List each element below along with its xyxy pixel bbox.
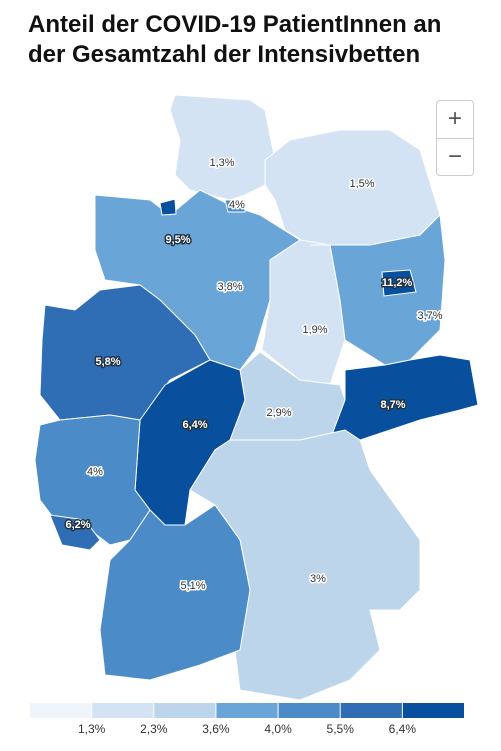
region — [34, 414, 151, 546]
legend-label: 2,3% — [140, 722, 168, 736]
legend-label: 3,6% — [202, 722, 230, 736]
region-label: 4% — [229, 199, 245, 211]
zoom-out[interactable]: − — [437, 138, 473, 176]
legend-swatch — [154, 703, 216, 718]
legend: 1,3% 2,3% 3,6% 4,0% 5,5% 6,4% — [30, 703, 464, 736]
region — [99, 504, 251, 681]
region-label: 3,8% — [217, 281, 242, 293]
legend-swatch — [340, 703, 402, 718]
title: Anteil der COVID-19 PatientInnen an der … — [28, 11, 442, 68]
region — [381, 269, 417, 297]
legend-label: 6,4% — [389, 722, 417, 736]
region-label: 6,2% — [65, 519, 90, 531]
legend-swatch — [278, 703, 340, 718]
region — [94, 189, 301, 371]
region — [310, 213, 446, 366]
region-label: 1,9% — [302, 324, 327, 336]
region-label: 6,4% — [182, 419, 207, 431]
region-label: 3% — [310, 573, 326, 585]
legend-swatch — [216, 703, 278, 718]
legend-swatch — [30, 703, 92, 718]
region-label: 3,7% — [417, 310, 442, 322]
region-label: 8,7% — [380, 399, 405, 411]
region-label: 5,1% — [180, 580, 205, 592]
region-label: 1,3% — [209, 157, 234, 169]
zoom-control: + − — [436, 100, 474, 176]
legend-label: 5,5% — [327, 722, 355, 736]
region — [49, 514, 101, 551]
legend-swatch — [92, 703, 154, 718]
region — [261, 239, 346, 386]
region-label: 4% — [87, 466, 103, 478]
region-label: 1,5% — [349, 178, 374, 190]
region — [224, 199, 246, 213]
region — [169, 94, 276, 201]
region-label: 11,2% — [382, 277, 413, 289]
region-label: 5,8% — [95, 356, 120, 368]
region — [159, 198, 177, 216]
region-label: 2,9% — [266, 407, 291, 419]
region-label: 9,5% — [165, 234, 190, 246]
legend-swatch — [402, 703, 464, 718]
region-labels: 1,3% 1,5% 4% 9,5% 3,8% 11,2% 3,7% 1,9% 5… — [64, 155, 444, 593]
region — [39, 284, 211, 421]
regions — [34, 94, 479, 701]
legend-label: 4,0% — [264, 722, 292, 736]
zoom-in[interactable]: + — [447, 105, 462, 132]
legend-label: 1,3% — [78, 722, 106, 736]
